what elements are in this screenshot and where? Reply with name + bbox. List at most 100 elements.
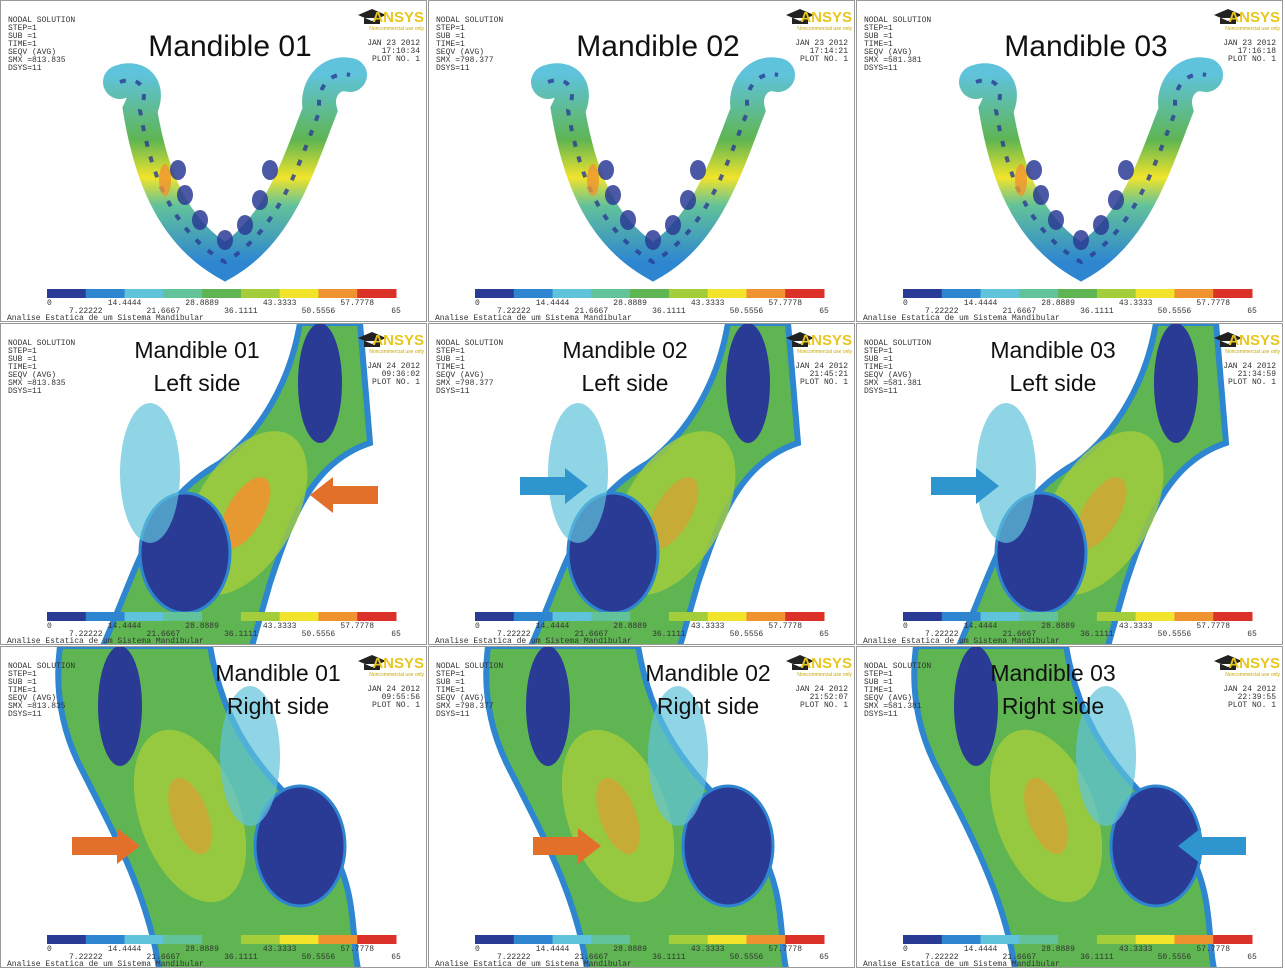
tooth — [170, 160, 186, 180]
legend-label: 50.5556 — [1158, 630, 1192, 639]
legend-label: 14.4444 — [964, 622, 998, 631]
footer: Analise Estatica de um Sistema Mandibula… — [435, 637, 632, 646]
legend-swatch — [163, 612, 202, 621]
legend-swatch — [1136, 935, 1175, 944]
logo-brand: ANSYS — [1228, 655, 1280, 672]
legend-label: 65 — [819, 307, 829, 316]
legend-label: 65 — [1247, 307, 1257, 316]
footer: Analise Estatica de um Sistema Mandibula… — [435, 960, 632, 969]
legend-label: 50.5556 — [730, 953, 764, 962]
legend-label: 43.3333 — [263, 945, 297, 954]
legend-label: 0 — [47, 299, 52, 308]
legend-label: 36.1111 — [224, 953, 258, 962]
legend-swatch — [1213, 289, 1252, 298]
legend-swatch — [280, 289, 319, 298]
legend-label: 28.8889 — [1041, 945, 1075, 954]
dsys: DSYS=11 — [8, 387, 42, 396]
footer: Analise Estatica de um Sistema Mandibula… — [7, 960, 204, 969]
legend-swatch — [669, 935, 708, 944]
tooth — [645, 230, 661, 250]
legend-swatch — [357, 289, 396, 298]
panel-title: Right side — [657, 693, 759, 719]
legend-label: 36.1111 — [652, 953, 686, 962]
logo-note: Noncommercial use only — [369, 26, 424, 32]
legend-swatch — [1058, 289, 1097, 298]
legend-label: 36.1111 — [1080, 630, 1114, 639]
plot-no: PLOT NO. 1 — [372, 701, 420, 710]
legend-label: 43.3333 — [1119, 299, 1153, 308]
legend-label: 36.1111 — [224, 630, 258, 639]
legend-label: 28.8889 — [185, 299, 219, 308]
legend-label: 43.3333 — [1119, 622, 1153, 631]
legend-swatch — [746, 612, 785, 621]
legend-label: 14.4444 — [536, 622, 570, 631]
footer: Analise Estatica de um Sistema Mandibula… — [7, 314, 204, 323]
legend-label: 50.5556 — [302, 307, 336, 316]
hot-spot — [1015, 164, 1027, 196]
tooth — [1048, 210, 1064, 230]
footer: Analise Estatica de um Sistema Mandibula… — [863, 960, 1060, 969]
legend-label: 0 — [47, 622, 52, 631]
legend-swatch — [241, 935, 280, 944]
logo-brand: ANSYS — [372, 332, 424, 349]
legend-swatch — [241, 612, 280, 621]
legend-label: 0 — [475, 945, 480, 954]
tooth — [177, 185, 193, 205]
logo-note: Noncommercial use only — [369, 349, 424, 355]
legend-swatch — [318, 612, 357, 621]
legend-label: 36.1111 — [224, 307, 258, 316]
legend-label: 28.8889 — [1041, 299, 1075, 308]
legend-swatch — [475, 289, 514, 298]
legend-label: 36.1111 — [652, 630, 686, 639]
tooth — [1118, 160, 1134, 180]
legend-swatch — [318, 935, 357, 944]
legend-label: 57.7778 — [1196, 945, 1230, 954]
legend-label: 36.1111 — [652, 307, 686, 316]
panel-title: Mandible 01 — [134, 337, 259, 363]
dsys: DSYS=11 — [436, 710, 470, 719]
legend-swatch — [86, 935, 125, 944]
plot-no: PLOT NO. 1 — [800, 378, 848, 387]
footer: Analise Estatica de um Sistema Mandibula… — [7, 637, 204, 646]
legend-swatch — [630, 612, 669, 621]
legend-label: 50.5556 — [302, 630, 336, 639]
tooth — [598, 160, 614, 180]
legend-swatch — [591, 612, 630, 621]
dsys: DSYS=11 — [436, 64, 470, 73]
panel-title: Mandible 01 — [148, 30, 311, 63]
legend-label: 14.4444 — [964, 945, 998, 954]
legend-swatch — [280, 935, 319, 944]
panel-title: Mandible 02 — [576, 30, 739, 63]
figure: NODAL SOLUTIONSTEP=1SUB =1TIME=1SEQV (AV… — [0, 0, 1285, 971]
legend-label: 28.8889 — [613, 945, 647, 954]
footer: Analise Estatica de um Sistema Mandibula… — [863, 637, 1060, 646]
legend-label: 14.4444 — [964, 299, 998, 308]
legend-swatch — [514, 612, 553, 621]
legend-label: 28.8889 — [613, 622, 647, 631]
low-zone — [726, 323, 770, 443]
legend-swatch — [125, 289, 164, 298]
tooth — [262, 160, 278, 180]
legend-swatch — [746, 935, 785, 944]
legend-swatch — [785, 935, 824, 944]
legend-swatch — [1019, 289, 1058, 298]
side-zone — [120, 403, 180, 543]
footer: Analise Estatica de um Sistema Mandibula… — [435, 314, 632, 323]
legend-swatch — [942, 935, 981, 944]
panel: NODAL SOLUTIONSTEP=1SUB =1TIME=1SEQV (AV… — [857, 1, 1283, 324]
tooth — [237, 215, 253, 235]
legend-label: 57.7778 — [1196, 622, 1230, 631]
hot-spot — [159, 164, 171, 196]
legend-swatch — [553, 612, 592, 621]
legend-label: 43.3333 — [263, 299, 297, 308]
low-zone — [298, 323, 342, 443]
panel: NODAL SOLUTIONSTEP=1SUB =1TIME=1SEQV (AV… — [1, 646, 427, 971]
logo-brand: ANSYS — [800, 655, 852, 672]
plot-no: PLOT NO. 1 — [372, 378, 420, 387]
panel-title: Mandible 03 — [1004, 30, 1167, 63]
legend-swatch — [903, 612, 942, 621]
legend-swatch — [1174, 935, 1213, 944]
legend-label: 65 — [391, 630, 401, 639]
dsys: DSYS=11 — [8, 64, 42, 73]
legend-label: 0 — [475, 299, 480, 308]
